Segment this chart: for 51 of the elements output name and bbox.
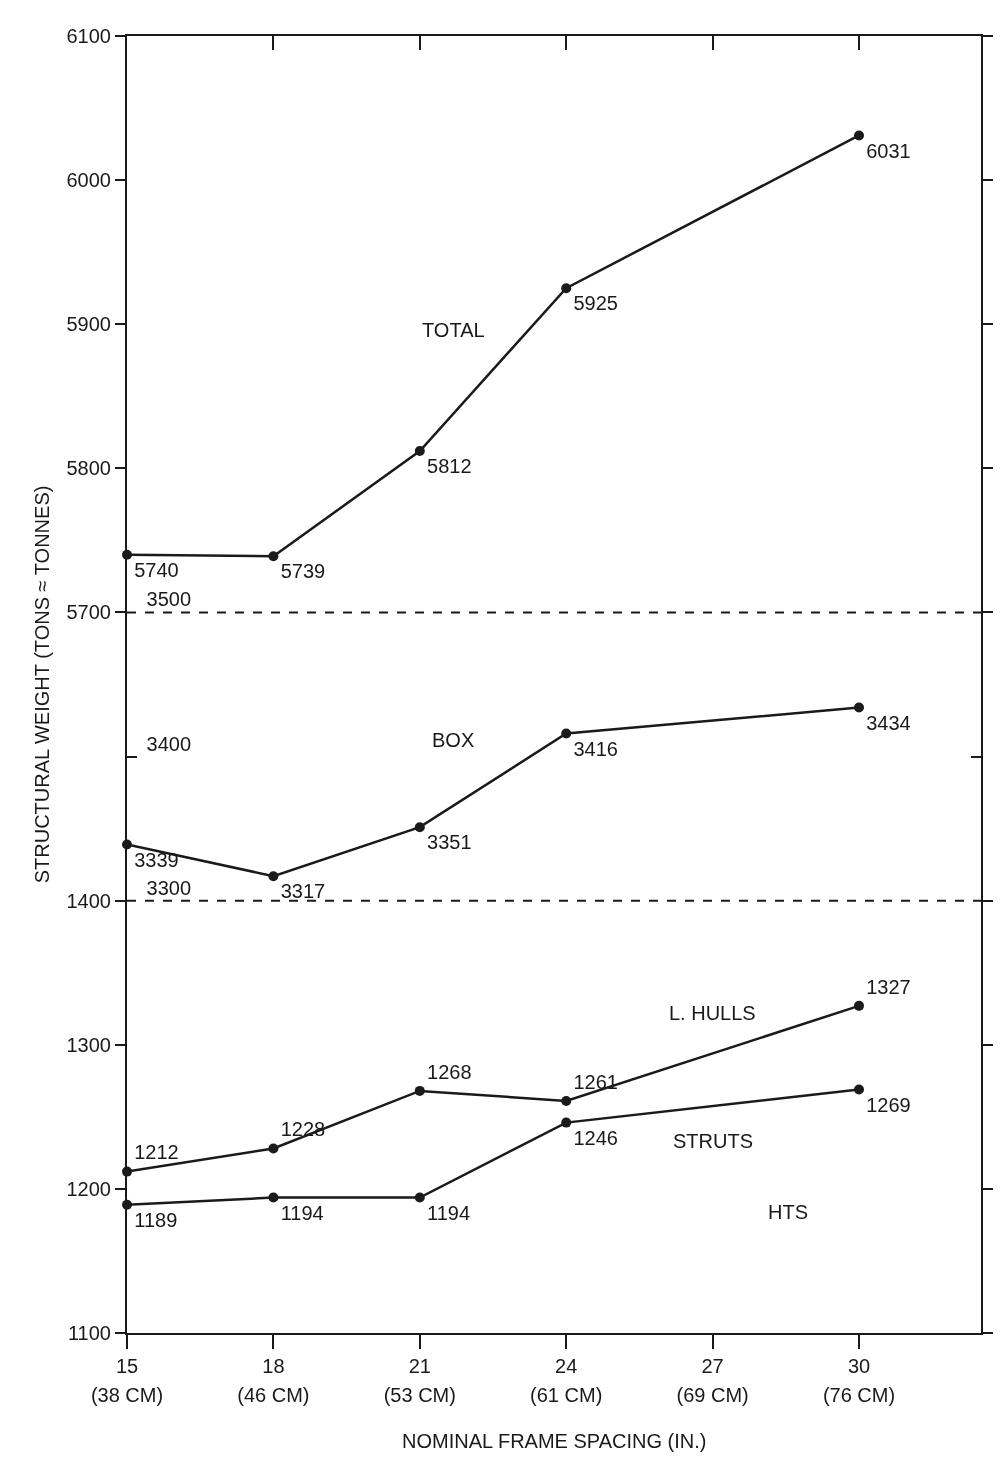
y-tick-label: 1100: [67, 1322, 111, 1344]
x-tick-label: 27: [701, 1355, 724, 1377]
data-label: 3434: [866, 711, 911, 734]
series-label: TOTAL: [422, 319, 485, 341]
data-label: 1194: [427, 1201, 471, 1224]
data-label: 1194: [280, 1201, 324, 1224]
data-label: 3317: [280, 880, 326, 903]
y-tick-label: 6100: [66, 25, 111, 47]
data-label: 3351: [427, 831, 472, 854]
data-label: 5925: [573, 292, 618, 315]
data-label: 1269: [866, 1093, 911, 1116]
data-label: 1327: [866, 975, 911, 998]
data-label: 1189: [134, 1208, 178, 1231]
data-label: 5812: [427, 455, 472, 478]
data-label: 1246: [573, 1126, 618, 1149]
x2-tick-label: (76 CM): [822, 1384, 896, 1406]
data-label: 3416: [573, 737, 618, 760]
x-tick-label: 24: [555, 1355, 578, 1377]
y-axis-title: STRUCTURAL WEIGHT (TONS ≈ TONNES): [31, 485, 54, 884]
y-tick-label: 6000: [66, 169, 111, 192]
x2-tick-label: (38 CM): [90, 1384, 164, 1406]
data-label: 1212: [134, 1141, 179, 1164]
y-tick-label: 5800: [66, 457, 111, 480]
x-tick-label: 21: [408, 1355, 431, 1377]
y-tick-label: 3500: [146, 588, 192, 611]
data-label: 1261: [573, 1070, 618, 1093]
data-label: 1268: [427, 1060, 472, 1083]
y-tick-label: 1400: [66, 889, 111, 912]
data-label: 6031: [866, 139, 911, 162]
y-tick-label: 1300: [66, 1033, 111, 1056]
data-label: 5739: [280, 560, 326, 583]
x-axis-title: NOMINAL FRAME SPACING (IN.): [402, 1430, 707, 1452]
x2-tick-label: (69 CM): [676, 1384, 749, 1406]
x-tick-label: 18: [262, 1355, 285, 1377]
series-label: BOX: [432, 729, 475, 751]
x-tick-label: 15: [115, 1355, 139, 1377]
y-tick-label: 1200: [66, 1177, 111, 1200]
x2-tick-label: (46 CM): [237, 1384, 310, 1406]
y-tick-label: 5900: [66, 313, 111, 336]
data-label: 5740: [134, 559, 179, 582]
y-tick-label: 3300: [146, 876, 192, 899]
x2-tick-label: (53 CM): [383, 1384, 456, 1406]
annotation: HTS: [768, 1201, 808, 1223]
y-tick-label: 3400: [146, 732, 192, 755]
data-label: 1228: [280, 1118, 326, 1141]
series-label: L. HULLS: [669, 1002, 756, 1024]
y-tick-label: 5700: [66, 601, 111, 624]
x-tick-label: 30: [847, 1355, 871, 1377]
data-label: 3339: [134, 848, 179, 871]
x2-tick-label: (61 CM): [530, 1384, 603, 1406]
series-label: STRUTS: [673, 1130, 753, 1152]
